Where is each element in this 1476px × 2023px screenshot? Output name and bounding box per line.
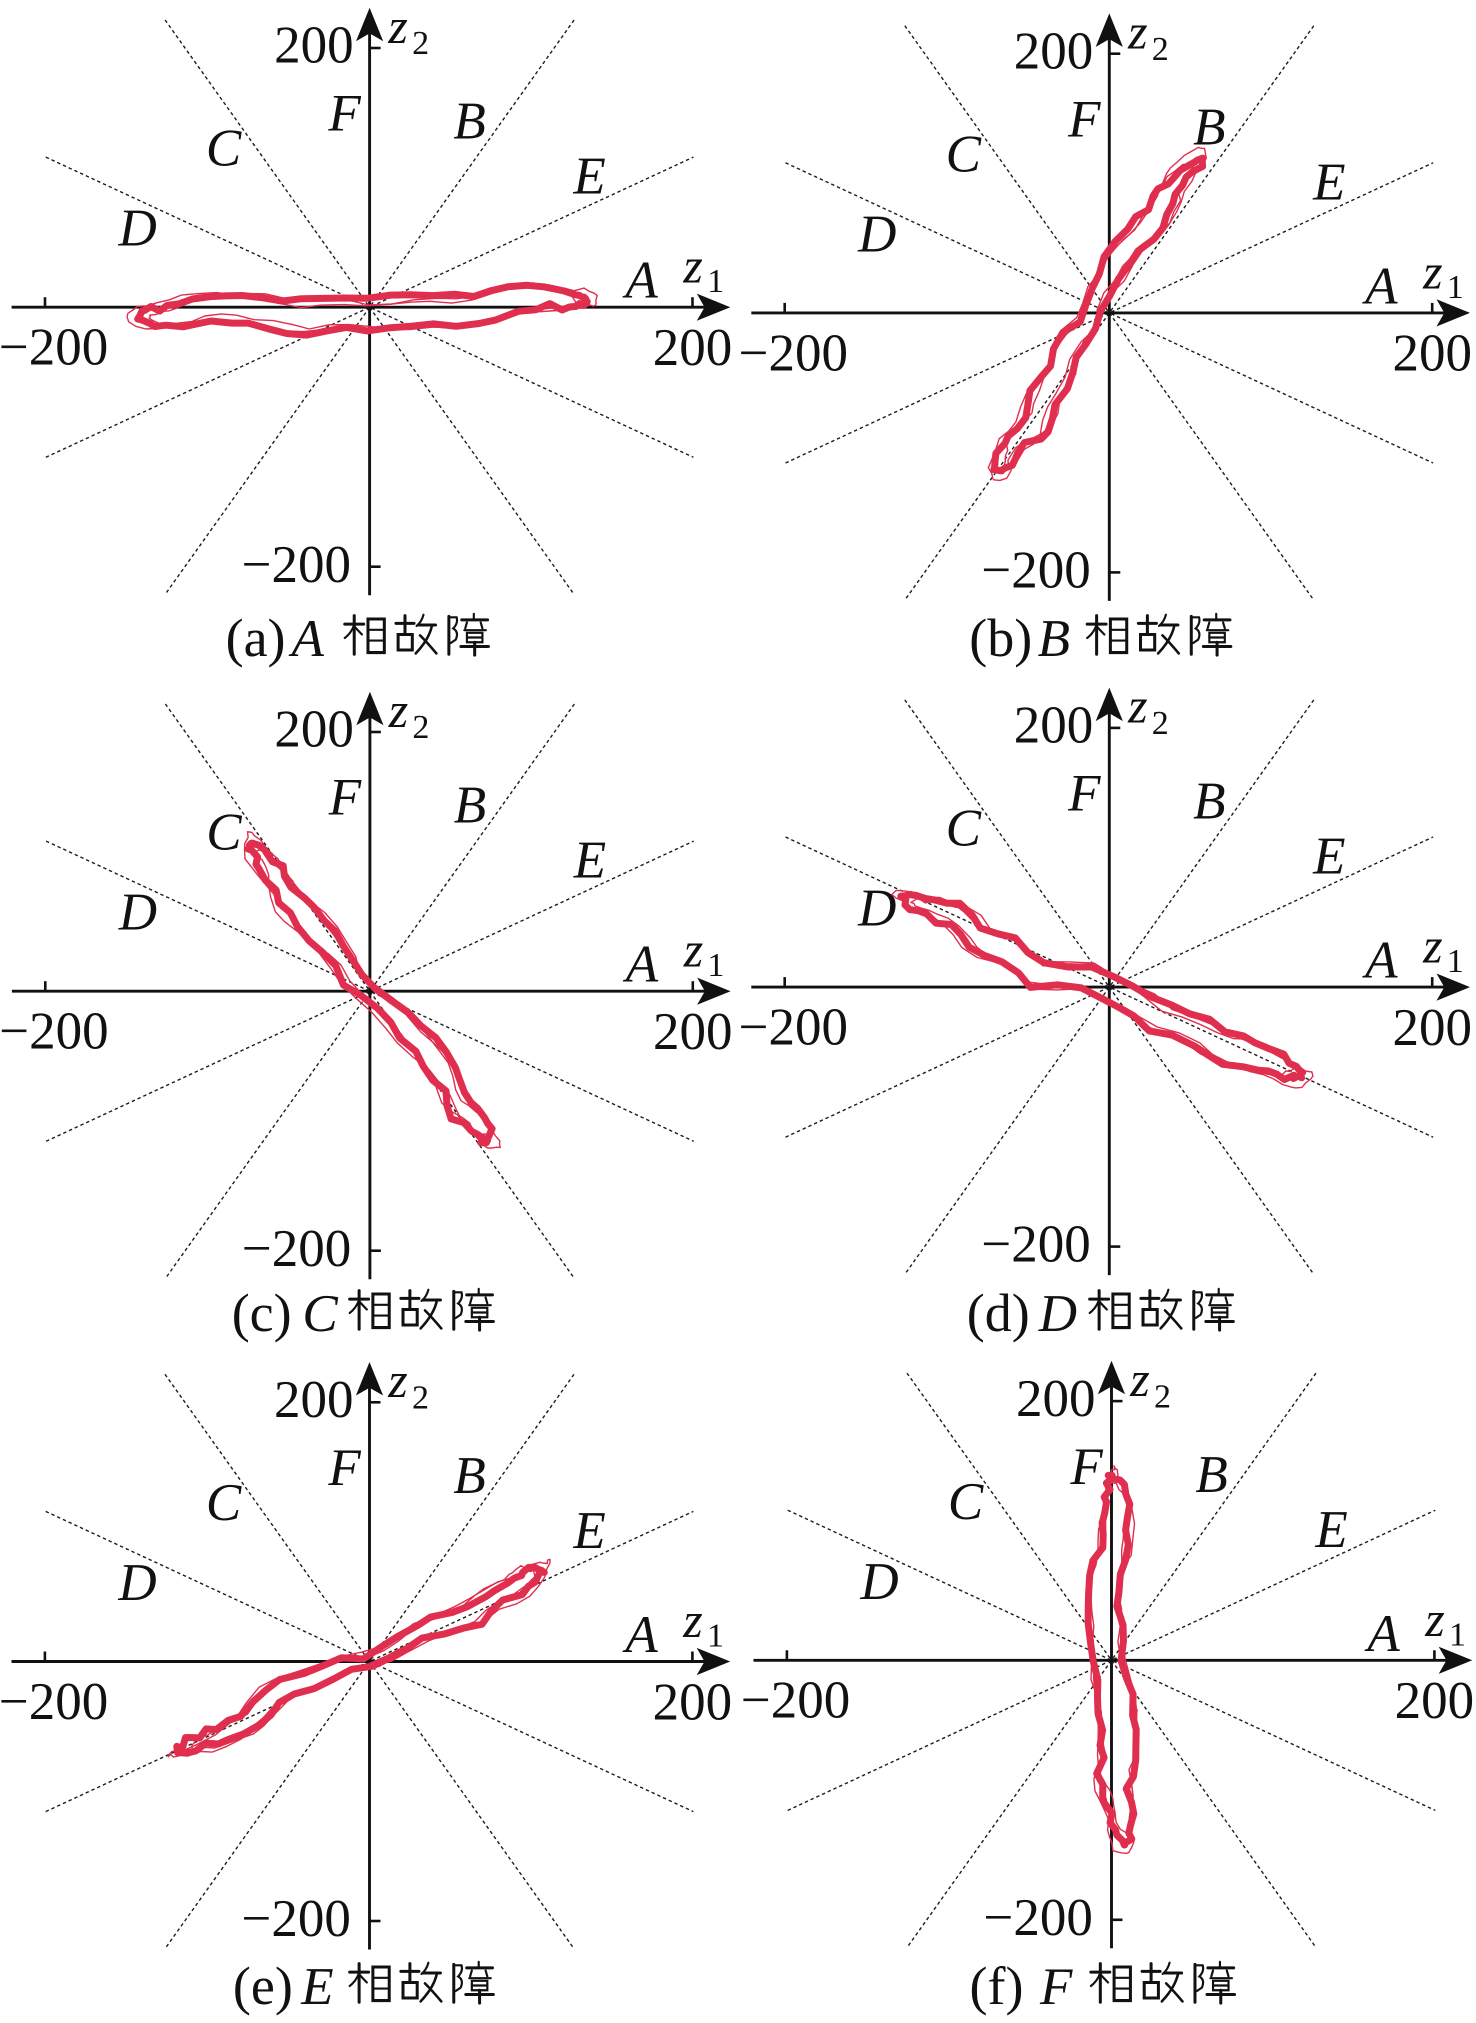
svg-text:E: E [300, 1958, 333, 2016]
svg-text:(b): (b) [969, 608, 1032, 668]
svg-text:(c): (c) [232, 1283, 292, 1343]
svg-text:(e): (e) [233, 1956, 293, 2016]
svg-text:F: F [1039, 1958, 1073, 2016]
svg-text:A: A [289, 610, 325, 668]
svg-text:(d): (d) [967, 1283, 1030, 1343]
svg-text:C: C [302, 1285, 338, 1343]
svg-text:B: B [1038, 610, 1070, 668]
svg-text:D: D [1038, 1285, 1077, 1343]
svg-text:(f): (f) [970, 1956, 1024, 2016]
svg-text:(a): (a) [226, 608, 286, 668]
